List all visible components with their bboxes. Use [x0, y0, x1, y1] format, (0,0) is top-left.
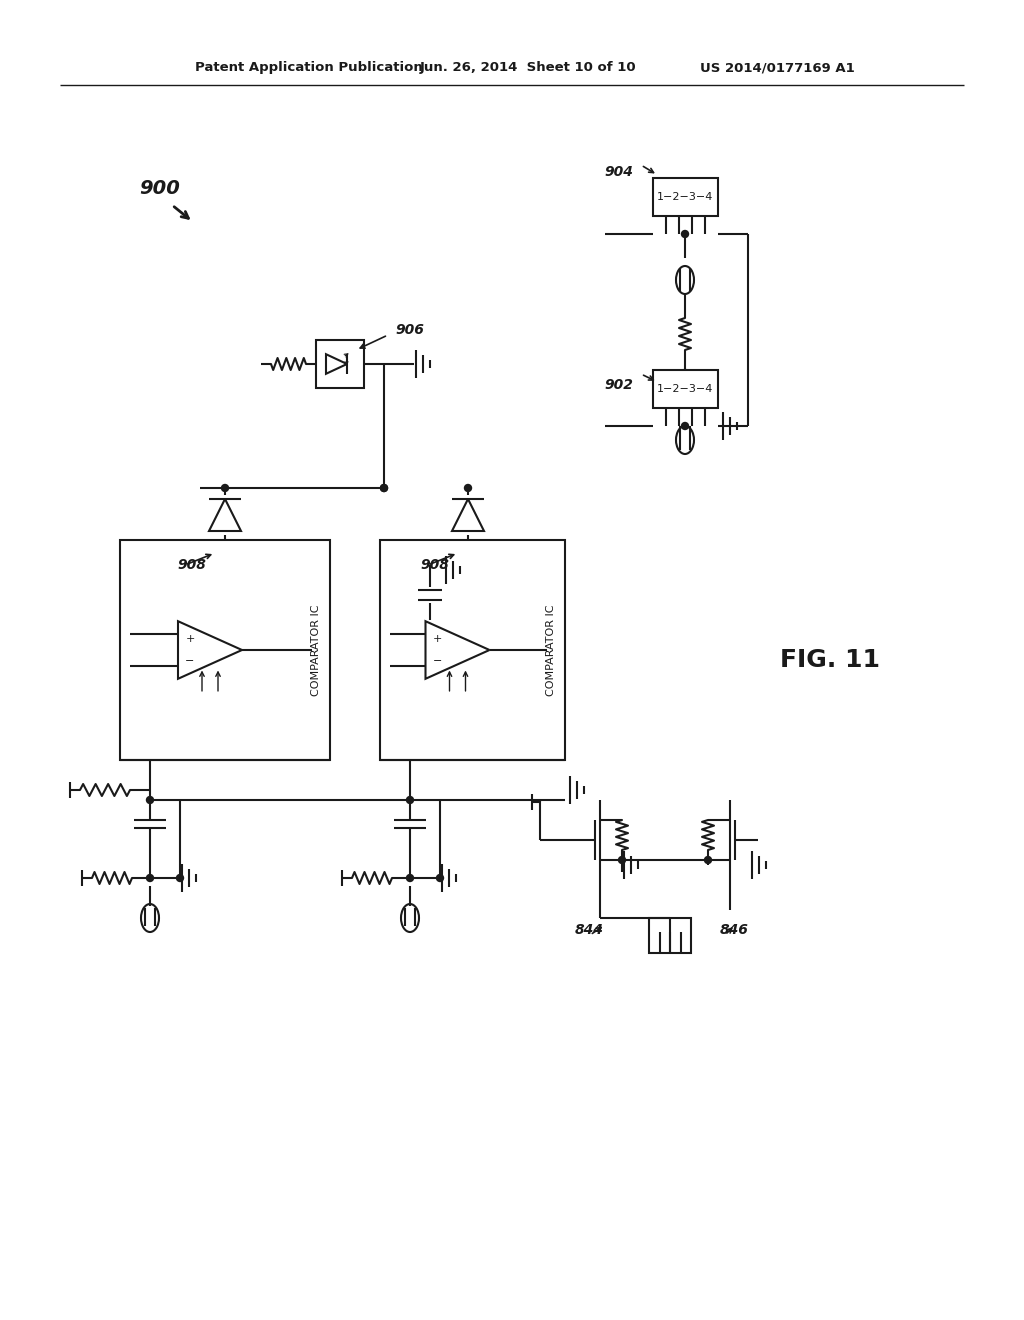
- Circle shape: [682, 422, 688, 429]
- Circle shape: [381, 484, 387, 491]
- Circle shape: [682, 231, 688, 238]
- Circle shape: [465, 484, 471, 491]
- Text: COMPARATOR IC: COMPARATOR IC: [546, 605, 556, 696]
- Bar: [120, 540, 330, 760]
- Text: 904: 904: [604, 165, 633, 180]
- Bar: [316, 341, 364, 388]
- Text: 900: 900: [139, 178, 180, 198]
- Text: FIG. 11: FIG. 11: [780, 648, 880, 672]
- Text: +: +: [433, 634, 442, 644]
- Text: 908: 908: [177, 558, 206, 572]
- Circle shape: [176, 874, 183, 882]
- Circle shape: [146, 874, 154, 882]
- Text: COMPARATOR IC: COMPARATOR IC: [311, 605, 321, 696]
- Text: Patent Application Publication: Patent Application Publication: [195, 62, 423, 74]
- Bar: [649, 917, 691, 953]
- Text: −: −: [433, 656, 442, 667]
- Text: US 2014/0177169 A1: US 2014/0177169 A1: [700, 62, 855, 74]
- Circle shape: [618, 857, 626, 863]
- Circle shape: [407, 874, 414, 882]
- Circle shape: [436, 874, 443, 882]
- Circle shape: [221, 484, 228, 491]
- Text: 902: 902: [604, 378, 633, 392]
- Text: −: −: [185, 656, 195, 667]
- Circle shape: [705, 857, 712, 863]
- Circle shape: [407, 796, 414, 804]
- Text: 844: 844: [575, 923, 604, 937]
- Circle shape: [146, 796, 154, 804]
- Circle shape: [381, 484, 387, 491]
- Bar: [652, 370, 718, 408]
- Text: 906: 906: [395, 323, 424, 337]
- Bar: [380, 540, 565, 760]
- Bar: [652, 178, 718, 216]
- Text: Jun. 26, 2014  Sheet 10 of 10: Jun. 26, 2014 Sheet 10 of 10: [420, 62, 637, 74]
- Text: 846: 846: [720, 923, 749, 937]
- Text: 1−2−3−4: 1−2−3−4: [656, 191, 713, 202]
- Text: 1−2−3−4: 1−2−3−4: [656, 384, 713, 393]
- Text: 908: 908: [420, 558, 449, 572]
- Text: +: +: [185, 634, 195, 644]
